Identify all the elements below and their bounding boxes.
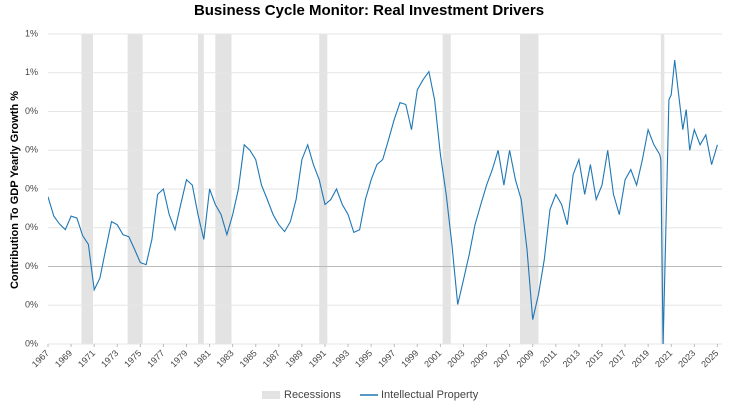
x-tick-label: 2005 xyxy=(468,348,489,369)
x-tick-label: 1999 xyxy=(399,348,420,369)
x-tick-label: 2017 xyxy=(607,348,628,369)
x-tick-label: 2001 xyxy=(422,348,443,369)
x-tick-label: 2009 xyxy=(515,348,536,369)
y-tick-label: 1% xyxy=(25,67,38,77)
y-tick-label: 0% xyxy=(25,106,38,116)
x-tick-label: 1971 xyxy=(76,348,97,369)
x-tick-label: 1997 xyxy=(376,348,397,369)
x-tick-label: 2025 xyxy=(699,348,720,369)
x-tick-label: 2013 xyxy=(561,348,582,369)
x-tick-label: 2019 xyxy=(630,348,651,369)
x-tick-label: 1973 xyxy=(99,348,120,369)
x-tick-label: 2021 xyxy=(653,348,674,369)
x-tick-label: 1995 xyxy=(353,348,374,369)
x-tick-label: 1977 xyxy=(145,348,166,369)
x-tick-label: 1991 xyxy=(307,348,328,369)
x-tick-label: 1983 xyxy=(215,348,236,369)
y-tick-label: 0% xyxy=(25,183,38,193)
chart-title: Business Cycle Monitor: Real Investment … xyxy=(194,2,544,19)
y-tick-label: 1% xyxy=(25,28,38,38)
x-tick-label: 1989 xyxy=(284,348,305,369)
x-tick-label: 1969 xyxy=(53,348,74,369)
y-axis-title: Contribution To GDP Yearly Growth % xyxy=(9,91,21,289)
legend-label: Intellectual Property xyxy=(381,389,479,401)
x-tick-label: 1993 xyxy=(330,348,351,369)
x-tick-label: 2007 xyxy=(492,348,513,369)
x-tick-label: 1987 xyxy=(261,348,282,369)
y-tick-label: 0% xyxy=(25,338,38,348)
x-tick-label: 2023 xyxy=(676,348,697,369)
legend-label: Recessions xyxy=(284,389,341,401)
x-tick-label: 1979 xyxy=(168,348,189,369)
data-line xyxy=(48,59,718,344)
y-tick-label: 0% xyxy=(25,145,38,155)
y-tick-label: 0% xyxy=(25,222,38,232)
y-tick-label: 0% xyxy=(25,300,38,310)
x-tick-label: 1967 xyxy=(30,348,51,369)
x-tick-label: 2011 xyxy=(538,348,559,369)
x-tick-label: 2015 xyxy=(584,348,605,369)
x-tick-label: 2003 xyxy=(445,348,466,369)
legend-swatch xyxy=(262,391,280,399)
x-tick-label: 1981 xyxy=(191,348,212,369)
x-tick-label: 1985 xyxy=(238,348,259,369)
x-tick-label: 1975 xyxy=(122,348,143,369)
y-tick-label: 0% xyxy=(25,261,38,271)
